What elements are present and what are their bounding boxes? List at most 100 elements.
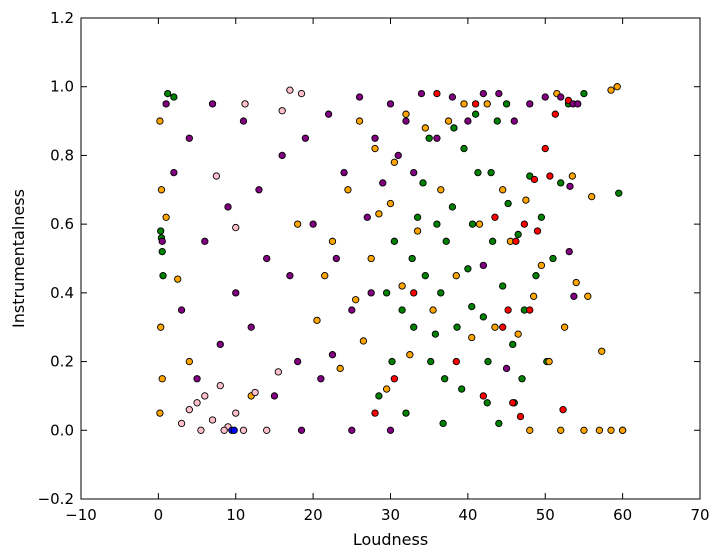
data-point [514, 230, 522, 239]
data-point [595, 426, 604, 434]
data-point [270, 392, 279, 400]
data-point [185, 134, 193, 142]
data-point [278, 107, 286, 115]
data-point [479, 261, 487, 270]
data-point [607, 86, 615, 94]
data-point [367, 254, 375, 263]
data-point [301, 134, 310, 142]
y-tick-label: −0.2 [38, 490, 74, 508]
data-point [230, 426, 238, 434]
data-point [413, 227, 422, 235]
data-point [352, 296, 360, 304]
data-point [286, 86, 294, 94]
data-point [293, 220, 302, 228]
data-point [574, 100, 582, 108]
data-point [615, 189, 623, 197]
data-point [488, 237, 497, 245]
data-point [371, 144, 379, 153]
y-tick-label: 1.2 [50, 9, 74, 27]
data-point [570, 292, 578, 300]
data-point [453, 323, 461, 331]
data-point [394, 151, 402, 160]
data-point [410, 289, 418, 297]
data-point [224, 203, 232, 211]
data-point [371, 409, 379, 417]
data-point [158, 247, 166, 256]
data-point [495, 89, 503, 98]
data-point [491, 213, 499, 221]
data-point [406, 351, 414, 359]
data-point [433, 89, 441, 98]
data-point [157, 186, 166, 194]
data-point [559, 406, 567, 414]
data-point [417, 89, 426, 98]
data-point [530, 175, 539, 184]
data-point [398, 282, 406, 290]
data-point [220, 426, 228, 434]
y-axis-title: Instrumentalness [9, 189, 28, 328]
y-tick-label: 0.4 [50, 284, 74, 302]
x-tick-label: 10 [226, 506, 245, 524]
data-point [375, 392, 383, 400]
data-point [458, 385, 466, 393]
data-point [479, 313, 487, 321]
data-point [158, 375, 166, 383]
data-point [557, 426, 565, 434]
series-4 [177, 86, 306, 434]
data-point [340, 168, 348, 177]
data-point [483, 100, 491, 108]
data-point [545, 357, 553, 366]
data-point [363, 213, 371, 221]
data-point [398, 306, 406, 314]
data-point [475, 220, 484, 228]
data-point [402, 110, 410, 118]
data-point [241, 100, 249, 108]
x-tick-label: 50 [536, 506, 555, 524]
data-point [386, 100, 395, 108]
data-point [344, 186, 352, 194]
data-point [510, 117, 518, 125]
data-point [504, 199, 512, 208]
data-point [382, 385, 391, 393]
data-point [580, 426, 588, 434]
data-point [355, 117, 364, 125]
data-point [317, 375, 325, 383]
data-point [390, 237, 399, 245]
data-point [162, 213, 170, 221]
data-point [529, 292, 538, 300]
data-point [158, 237, 166, 245]
data-point [464, 117, 472, 125]
data-point [413, 213, 422, 221]
data-point [293, 357, 302, 366]
series-5 [228, 426, 238, 434]
data-point [286, 272, 294, 280]
data-point [568, 172, 576, 180]
data-point [197, 426, 205, 434]
data-point [388, 357, 396, 366]
data-point [522, 196, 530, 204]
data-point [541, 93, 549, 101]
data-point [588, 193, 596, 201]
data-point [509, 399, 517, 407]
data-point [255, 186, 263, 194]
data-point [491, 323, 499, 331]
data-point [232, 223, 240, 232]
data-point [484, 357, 492, 366]
data-point [193, 399, 201, 407]
data-point [437, 289, 445, 297]
data-point [421, 272, 429, 280]
data-point [232, 409, 240, 417]
data-point [402, 409, 410, 417]
data-point [419, 179, 427, 187]
data-point [504, 306, 512, 314]
data-point [379, 179, 387, 187]
data-point [321, 272, 329, 280]
data-point [557, 179, 565, 187]
data-point [549, 254, 557, 263]
x-tick-label: 0 [154, 506, 164, 524]
data-point [502, 364, 511, 373]
data-point [499, 323, 507, 331]
data-point [526, 100, 534, 108]
data-point [278, 151, 286, 160]
data-point [332, 254, 340, 263]
